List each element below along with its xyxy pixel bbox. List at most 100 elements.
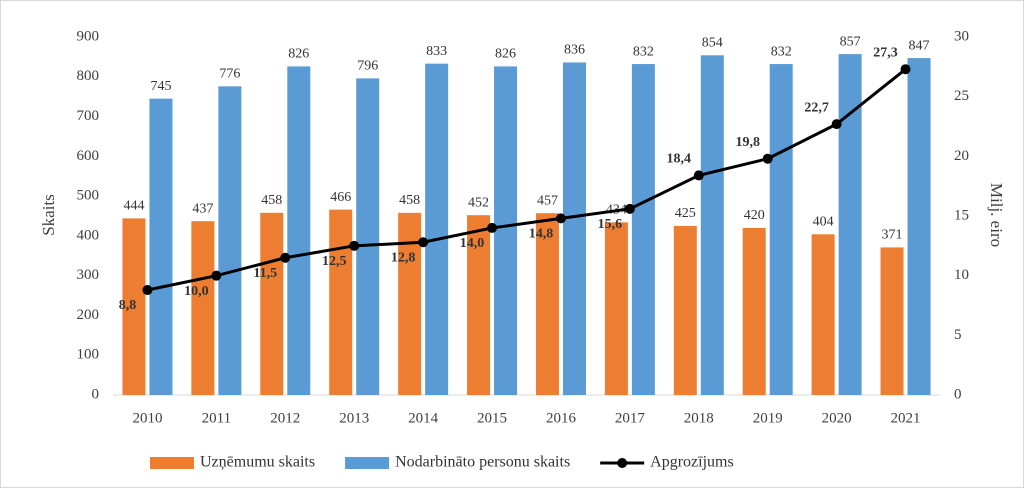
line-marker [487,222,498,233]
bar [425,63,449,395]
line-marker [211,270,222,281]
bar [838,54,862,396]
bar [398,212,422,395]
bar [467,215,491,395]
bar-value-label: 457 [537,193,558,208]
x-tick-label: 2011 [202,410,231,426]
bar-value-label: 458 [261,193,282,208]
line-value-label: 12,5 [322,254,347,269]
line-value-label: 27,3 [873,45,898,60]
bar-value-label: 745 [150,79,171,94]
line-marker [418,237,429,248]
y2-axis-title: Milj. eiro [987,183,1006,247]
bar [700,55,724,395]
bar-value-label: 854 [702,36,723,51]
x-tick-label: 2018 [684,410,714,426]
y-tick-label: 500 [77,188,100,204]
bar [769,64,793,395]
y2-tick-label: 30 [954,28,969,44]
bar-value-label: 437 [192,201,213,216]
bar-value-label: 826 [288,47,309,62]
bar [287,66,311,396]
bar [880,247,904,395]
bar-value-label: 420 [744,208,765,223]
y-tick-label: 0 [92,386,100,402]
y-tick-label: 300 [77,267,100,283]
bar-value-label: 444 [123,199,144,214]
legend-label: Uzņēmumu skaits [200,454,315,471]
bar [122,218,146,395]
legend-label: Nodarbināto personu skaits [395,454,570,471]
line-marker [280,252,291,263]
line-marker [555,213,566,224]
bar-value-label: 826 [495,47,516,62]
line-value-label: 14,0 [460,236,485,251]
bar [631,64,655,395]
x-tick-label: 2013 [339,410,369,426]
line-value-label: 19,8 [735,135,760,150]
bar [329,209,353,395]
line-value-label: 10,0 [184,284,209,299]
bar-value-label: 452 [468,195,489,210]
bar-value-label: 404 [813,215,834,230]
x-tick-label: 2019 [753,410,783,426]
bar [604,222,628,395]
y-tick-label: 900 [77,28,100,44]
y2-tick-label: 20 [954,148,969,164]
legend-swatch-marker [617,458,628,468]
y2-tick-label: 10 [954,267,969,283]
y2-tick-label: 15 [954,207,969,223]
line-value-label: 22,7 [804,100,829,115]
x-tick-label: 2015 [477,410,507,426]
x-tick-label: 2010 [132,410,162,426]
bar [191,221,215,395]
bar [562,62,586,396]
bar-value-label: 371 [882,228,903,243]
line-value-label: 8,8 [119,298,137,313]
y-axis-title: Skaits [39,194,58,236]
y2-tick-label: 25 [954,88,969,104]
x-tick-label: 2012 [270,410,300,426]
line-marker [900,64,911,75]
bar [811,234,835,395]
x-tick-label: 2016 [546,410,577,426]
bar-value-label: 425 [675,206,696,221]
bar [218,86,242,395]
bar-value-label: 796 [357,59,378,74]
bar [260,212,284,395]
line [147,68,907,292]
line-value-label: 11,5 [253,266,277,281]
y-tick-label: 200 [77,307,100,323]
line-value-label: 14,8 [529,227,554,242]
bar-value-label: 458 [399,193,420,208]
y-tick-label: 400 [77,227,100,243]
line-value-label: 12,8 [391,250,416,265]
y-tick-label: 700 [77,108,100,124]
y-tick-label: 800 [77,68,100,84]
legend-label: Apgrozījums [650,454,734,471]
line-marker [693,170,704,181]
line-marker [349,240,360,251]
x-tick-label: 2017 [615,410,646,426]
bar [535,213,559,395]
x-tick-label: 2014 [408,410,439,426]
bar-value-label: 847 [909,38,930,53]
legend-swatch [345,457,390,469]
line-value-label: 15,6 [598,217,623,232]
y2-tick-label: 5 [954,327,962,343]
bar-value-label: 857 [840,34,861,49]
bar [742,227,766,395]
line-value-label: 18,4 [667,152,692,167]
bar-value-label: 466 [330,190,351,205]
bar [356,78,380,395]
bar-value-label: 776 [219,67,240,82]
line-marker [762,153,773,164]
bar-value-label: 833 [426,44,447,59]
line-marker [624,203,635,214]
y2-tick-label: 0 [954,386,962,402]
bar-value-label: 836 [564,43,585,58]
bar [494,66,518,396]
y-tick-label: 600 [77,148,100,164]
line-marker [831,119,842,130]
